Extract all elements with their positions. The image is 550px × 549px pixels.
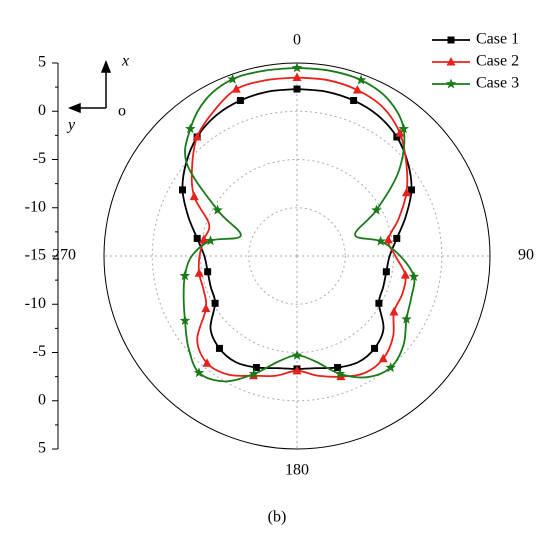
marker [193,367,205,378]
marker [334,364,342,372]
legend-label: Case 3 [476,75,519,92]
marker [193,234,201,242]
marker [205,235,216,246]
y-arrow-head [67,102,81,114]
r-tick-label: 5 [38,54,46,71]
marker [445,78,457,89]
marker [350,96,358,104]
marker [389,306,399,316]
marker [252,364,260,372]
theta-tick-label: 0 [293,32,301,49]
origin-label: o [118,103,126,120]
marker [401,187,411,197]
marker [292,72,302,81]
marker [199,234,209,244]
marker [201,303,211,313]
marker [204,268,212,276]
marker [212,204,223,215]
marker [375,235,386,246]
theta-tick-label: 270 [52,247,76,264]
marker [447,36,455,44]
grid-circle [151,110,443,402]
r-tick-label: -5 [33,343,46,360]
r-tick-label: -10 [25,198,46,215]
r-tick-label: -5 [33,150,46,167]
theta-tick-label: 180 [285,462,309,479]
caption: (b) [268,509,287,526]
r-tick-label: 0 [38,391,46,408]
r-tick-label: -15 [25,247,46,264]
marker [293,85,301,93]
x-label: x [121,53,129,70]
marker [211,299,219,307]
marker [375,299,383,307]
x-arrow-head [100,59,112,73]
marker [446,57,456,66]
marker [192,131,202,141]
marker [179,270,191,281]
marker [382,268,390,276]
marker [185,123,196,134]
orientation-icon [67,59,112,114]
marker [215,344,223,352]
marker [378,353,388,363]
marker [227,73,238,84]
marker [194,268,204,277]
marker [334,368,346,379]
marker [371,204,382,215]
marker [393,133,401,141]
marker [355,74,367,85]
marker [393,234,401,242]
marker [291,62,303,73]
marker [291,349,303,360]
marker [352,85,362,94]
r-tick-label: 0 [38,102,46,119]
marker [400,270,410,279]
marker [231,84,241,93]
r-tick-label: -10 [25,295,46,312]
marker [189,191,199,201]
marker [292,365,302,375]
marker [236,96,244,104]
marker [401,313,412,324]
marker [398,123,409,134]
marker [179,315,191,326]
marker [383,234,393,244]
marker [385,362,396,373]
marker [248,368,260,379]
legend-label: Case 1 [476,31,519,48]
legend-label: Case 2 [476,53,519,70]
marker [395,128,405,137]
r-tick-label: 5 [38,440,46,457]
grid-circle [248,207,346,305]
series-line [190,76,409,378]
marker [179,186,187,194]
y-label: y [66,117,76,134]
marker [407,186,415,194]
theta-tick-label: 90 [518,247,534,264]
marker [371,344,379,352]
marker [408,271,420,282]
marker [202,358,212,367]
